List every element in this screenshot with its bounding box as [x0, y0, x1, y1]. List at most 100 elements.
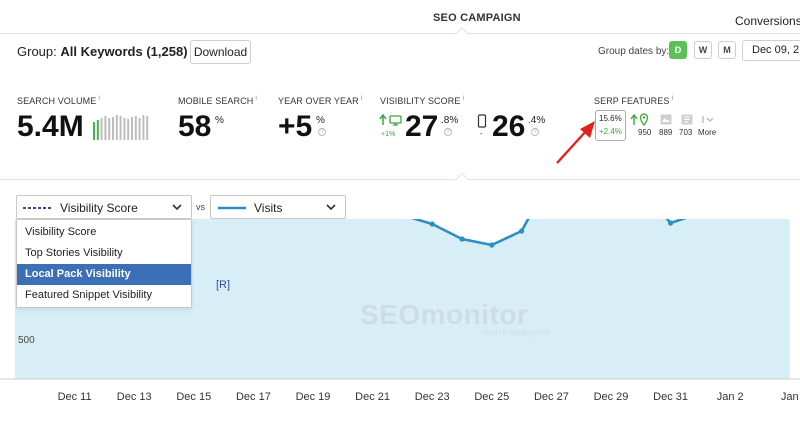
- sparkline-bar: [119, 116, 122, 140]
- date-range-picker[interactable]: Dec 09, 2: [742, 40, 800, 61]
- info-icon[interactable]: i: [360, 95, 363, 102]
- metric-select-secondary[interactable]: Visits: [210, 195, 346, 219]
- sparkline-bar: [123, 118, 126, 140]
- group-by-month-button[interactable]: M: [718, 41, 736, 59]
- x-tick-label: Jan 2: [717, 391, 744, 403]
- mobile-search-label-text: MOBILE SEARCH: [178, 96, 254, 106]
- sparkline-bar: [100, 118, 103, 140]
- sparkline-bar: [93, 122, 95, 140]
- menu-item-featured-snippet-visibility[interactable]: Featured Snippet Visibility: [25, 289, 152, 301]
- sparkline-bar: [146, 116, 149, 140]
- more-chevron-icon[interactable]: [700, 114, 716, 125]
- yoy-label: YEAR OVER YEAR i: [278, 95, 362, 106]
- visits-area: [15, 219, 790, 379]
- sparkline-bar: [96, 120, 99, 140]
- download-button[interactable]: Download: [190, 40, 251, 64]
- x-tick-label: Dec 15: [176, 391, 211, 403]
- serp-feature-percent: 15.6%: [599, 114, 622, 123]
- annotation-arrow-icon: [556, 121, 595, 164]
- watermark-tagline: search intelligence: [483, 328, 550, 337]
- menu-item-top-stories-visibility[interactable]: Top Stories Visibility: [25, 247, 123, 259]
- image-pack-icon[interactable]: [660, 114, 672, 125]
- search-volume-value: 5.4M: [17, 110, 84, 143]
- visits-point: [489, 242, 495, 248]
- group-name: All Keywords (1,258): [60, 44, 188, 59]
- mobile-device-icon: [477, 114, 487, 128]
- serp-count-images: 889: [659, 128, 673, 137]
- group-prefix: Group:: [17, 44, 57, 59]
- mobile-search-value: 58: [178, 110, 212, 143]
- chart-annotation-marker[interactable]: [R]: [216, 279, 231, 291]
- sparkline-bar: [134, 116, 137, 140]
- featured-snippet-icon[interactable]: [681, 114, 693, 125]
- visits-point: [519, 228, 525, 234]
- chevron-down-icon: [326, 204, 336, 211]
- menu-item-visibility-score[interactable]: Visibility Score: [25, 226, 97, 238]
- x-tick-label: Dec 17: [236, 391, 271, 403]
- help-icon[interactable]: ?: [531, 128, 539, 136]
- x-tick-label: Jan: [781, 391, 799, 403]
- x-tick-label: Dec 29: [594, 391, 629, 403]
- search-volume-sparkline: [93, 115, 149, 140]
- sparkline-bar: [115, 115, 118, 140]
- group-title: Group: All Keywords (1,258): [17, 44, 188, 59]
- x-axis-band: [0, 379, 800, 429]
- info-icon[interactable]: i: [98, 95, 100, 102]
- group-by-week-button[interactable]: W: [694, 41, 712, 59]
- x-tick-label: Dec 31: [653, 391, 688, 403]
- info-icon[interactable]: i: [462, 95, 465, 102]
- dashed-line-icon: [23, 207, 51, 209]
- top-nav: SEO CAMPAIGN Conversions: [0, 0, 800, 34]
- tab-conversions[interactable]: Conversions: [735, 14, 800, 28]
- sparkline-bar: [131, 117, 133, 140]
- menu-item-local-pack-visibility[interactable]: Local Pack Visibility: [17, 264, 191, 285]
- mobile-visibility-change: -: [480, 131, 483, 138]
- solid-line-icon: [218, 206, 246, 210]
- info-icon[interactable]: i: [671, 95, 674, 102]
- help-icon[interactable]: ?: [318, 128, 326, 136]
- mobile-search-unit: %: [215, 115, 224, 126]
- yoy-label-text: YEAR OVER YEAR: [278, 96, 359, 106]
- serp-features-label-text: SERP FEATURES: [594, 96, 670, 106]
- mobile-visibility-decimal: .4%: [528, 115, 546, 126]
- serp-count-snippet: 703: [679, 128, 693, 137]
- desktop-up-icon: [379, 113, 402, 126]
- yoy-unit: %: [316, 115, 325, 126]
- desktop-visibility-change: +1%: [381, 131, 396, 138]
- x-tick-label: Dec 25: [474, 391, 509, 403]
- x-tick-label: Dec 11: [58, 391, 92, 403]
- sparkline-bar: [142, 115, 145, 140]
- serp-up-icon: [630, 114, 638, 125]
- search-volume-label-text: SEARCH VOLUME: [17, 96, 97, 106]
- local-pack-pin-icon[interactable]: [639, 113, 649, 126]
- tab-seo-campaign[interactable]: SEO CAMPAIGN: [433, 12, 521, 24]
- x-tick-label: Dec 21: [355, 391, 390, 403]
- sparkline-bar: [112, 117, 114, 140]
- metric-dropdown-menu: Visibility Score Top Stories Visibility …: [16, 219, 192, 308]
- versus-label: vs: [196, 202, 205, 212]
- x-tick-label: Dec 27: [534, 391, 569, 403]
- serp-feature-selected[interactable]: 15.6% +2.4%: [595, 110, 626, 141]
- metric-select-primary[interactable]: Visibility Score: [16, 195, 192, 219]
- section-divider: [0, 179, 800, 180]
- serp-count-local-pack: 950: [638, 128, 652, 137]
- serp-features-label: SERP FEATURES i: [594, 95, 673, 106]
- mobile-visibility-value: 26: [492, 110, 526, 143]
- chart-pointer: [454, 172, 470, 188]
- visibility-score-label-text: VISIBILITY SCORE: [380, 96, 461, 106]
- watermark-logo: SEOmonitor: [360, 299, 529, 330]
- serp-more-label[interactable]: More: [698, 128, 717, 137]
- help-icon[interactable]: ?: [444, 128, 452, 136]
- info-icon[interactable]: i: [255, 95, 257, 102]
- group-by-day-button[interactable]: D: [669, 41, 687, 59]
- x-tick-label: Dec 19: [296, 391, 331, 403]
- metric-select-primary-label: Visibility Score: [60, 201, 138, 215]
- group-dates-label: Group dates by:: [598, 46, 670, 57]
- visits-point: [429, 221, 435, 227]
- desktop-visibility-value: 27: [405, 110, 439, 143]
- sparkline-bar: [104, 116, 107, 140]
- x-tick-label: Dec 23: [415, 391, 450, 403]
- chevron-down-icon: [172, 204, 182, 211]
